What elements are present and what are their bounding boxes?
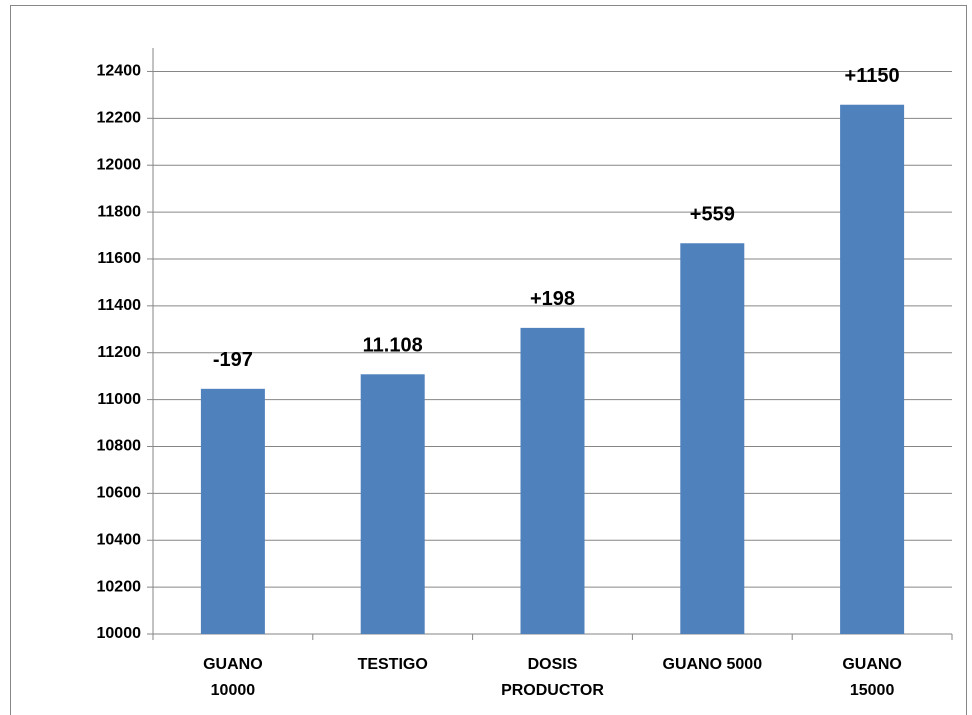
data-label: +198 [530,288,575,310]
chart-border [10,5,967,715]
y-tick-label: 10400 [97,531,142,548]
y-tick-label: 12200 [97,110,142,127]
x-tick-label: GUANO 10000 [203,656,263,699]
y-tick-label: 11200 [97,344,141,361]
y-tick-label: 10800 [97,438,142,455]
data-label: +559 [690,204,735,226]
bar [520,327,585,634]
y-tick-label: 11800 [97,203,141,220]
x-tick-label: TESTIGO [357,656,428,673]
y-tick-label: 11600 [97,250,141,267]
y-tick-label: 10200 [97,578,142,595]
bar [680,243,745,635]
y-tick-label: 12000 [97,156,142,173]
y-tick-label: 11000 [97,391,141,408]
bar [840,104,905,635]
data-label: 11.108 [363,335,423,357]
data-label: -197 [213,349,253,371]
y-tick-label: 10000 [97,625,142,642]
x-tick-label: GUANO 15000 [842,656,902,699]
y-tick-label: 11400 [97,297,141,314]
y-tick-label: 10600 [97,485,142,502]
bar [200,388,265,634]
bar [360,374,425,634]
y-tick-label: 12400 [97,63,142,80]
data-label: +1150 [845,65,900,87]
x-tick-label: GUANO 5000 [662,656,763,673]
x-tick-label: DOSIS PRODUCTOR [501,656,604,699]
